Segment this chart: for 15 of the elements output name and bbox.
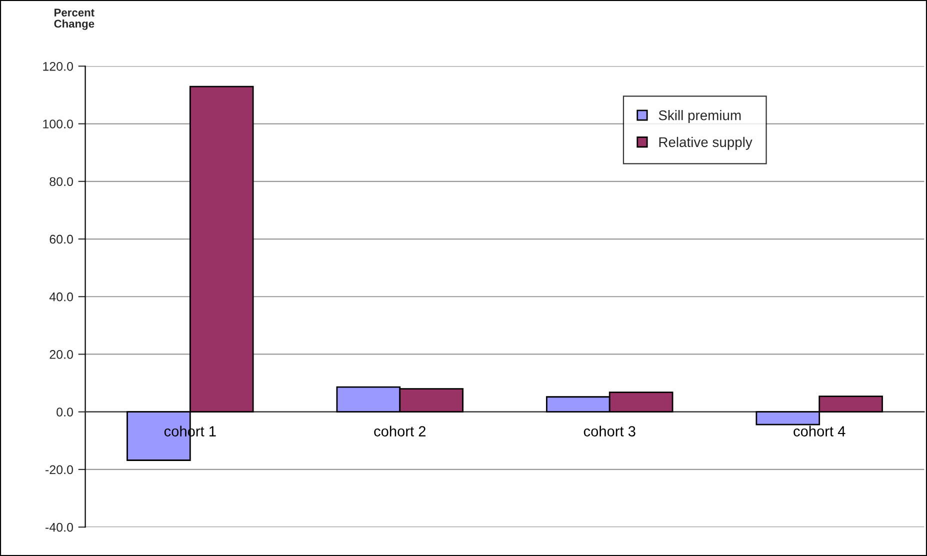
legend-label: Relative supply bbox=[659, 136, 752, 150]
y-tick-label: 100.0 bbox=[43, 120, 73, 128]
y-tick-label: 80.0 bbox=[50, 177, 73, 186]
x-tick-label: cohort 2 bbox=[374, 426, 426, 436]
y-tick-label: 120.0 bbox=[43, 62, 73, 71]
y-tick-label: 0.0 bbox=[56, 408, 73, 417]
y-axis-title: Percent Change bbox=[54, 8, 94, 30]
legend-label: Skill premium bbox=[658, 110, 741, 123]
y-tick-label: 40.0 bbox=[49, 292, 73, 302]
y-tick-label: -40.0 bbox=[46, 522, 73, 532]
x-tick-label: cohort 3 bbox=[584, 426, 636, 436]
y-tick-label: -20.0 bbox=[46, 465, 73, 474]
x-tick-label: cohort 4 bbox=[794, 426, 846, 436]
y-tick-label: 60.0 bbox=[50, 234, 73, 244]
y-tick-label: 20.0 bbox=[50, 350, 73, 359]
